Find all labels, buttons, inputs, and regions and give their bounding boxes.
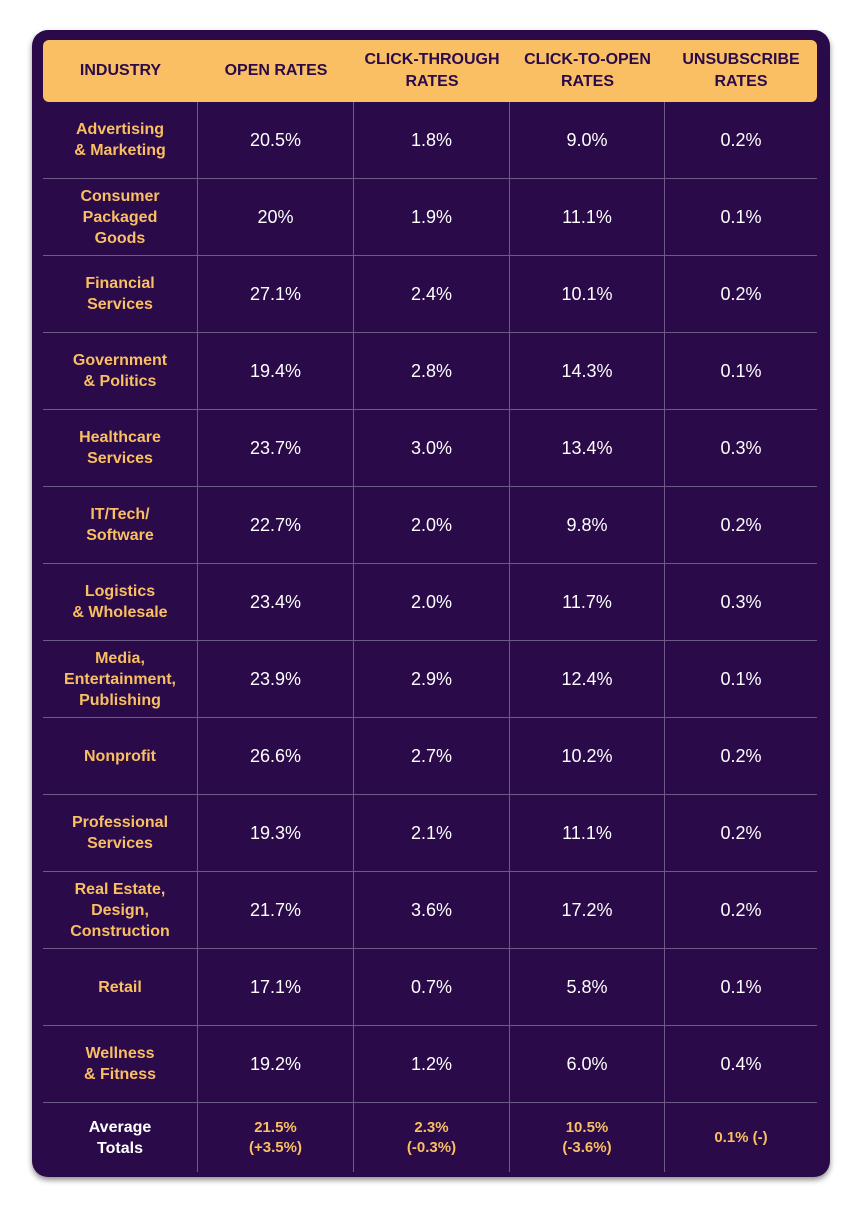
click-through-rate-cell: 2.0% xyxy=(354,487,510,563)
click-to-open-rate-cell: 13.4% xyxy=(510,410,665,486)
table-row: Financial Services 27.1% 2.4% 10.1% 0.2% xyxy=(43,256,817,333)
open-rate-cell: 26.6% xyxy=(198,718,354,794)
industry-cell: Financial Services xyxy=(43,256,198,332)
click-to-open-rate-cell: 10.2% xyxy=(510,718,665,794)
click-through-rate-cell: 2.8% xyxy=(354,333,510,409)
click-through-rate-cell: 2.1% xyxy=(354,795,510,871)
industry-cell: Retail xyxy=(43,949,198,1025)
industry-cell: Nonprofit xyxy=(43,718,198,794)
open-rate-cell: 20.5% xyxy=(198,102,354,178)
table-card xyxy=(32,30,830,1177)
industry-cell: IT/Tech/ Software xyxy=(43,487,198,563)
industry-cell: Government & Politics xyxy=(43,333,198,409)
header-industry: INDUSTRY xyxy=(79,62,162,79)
total-unsubscribe-rate-cell: 0.1% (-) xyxy=(714,1128,768,1146)
table-row: IT/Tech/ Software 22.7% 2.0% 9.8% 0.2% xyxy=(43,487,817,564)
click-to-open-rate-cell: 6.0% xyxy=(510,1026,665,1102)
click-through-rate-cell: 1.9% xyxy=(354,179,510,255)
click-through-rate-cell: 2.9% xyxy=(354,641,510,717)
unsubscribe-rate-cell: 0.2% xyxy=(720,822,762,843)
open-rate-cell: 23.4% xyxy=(198,564,354,640)
header-click-through-rates: CLICK-THROUGH RATES xyxy=(364,51,500,90)
table-row: Media, Entertainment, Publishing 23.9% 2.9… xyxy=(43,641,817,718)
unsubscribe-rate-cell: 0.3% xyxy=(720,437,762,458)
open-rate-cell: 27.1% xyxy=(198,256,354,332)
open-rate-cell: 19.2% xyxy=(198,1026,354,1102)
unsubscribe-rate-cell: 0.1% xyxy=(720,360,762,381)
unsubscribe-rate-cell: 0.2% xyxy=(720,129,762,150)
click-to-open-rate-cell: 9.8% xyxy=(510,487,665,563)
unsubscribe-rate-cell: 0.2% xyxy=(720,514,762,535)
totals-label: Average Totals xyxy=(43,1103,198,1172)
table-row: Retail 17.1% 0.7% 5.8% 0.1% xyxy=(43,949,817,1026)
industry-cell: Media, Entertainment, Publishing xyxy=(43,641,198,717)
unsubscribe-rate-cell: 0.2% xyxy=(720,283,762,304)
table-row: Professional Services 19.3% 2.1% 11.1% 0.2% xyxy=(43,795,817,872)
click-to-open-rate-cell: 14.3% xyxy=(510,333,665,409)
table-row: Wellness & Fitness 19.2% 1.2% 6.0% 0.4% xyxy=(43,1026,817,1103)
click-to-open-rate-cell: 9.0% xyxy=(510,102,665,178)
table-row: Nonprofit 26.6% 2.7% 10.2% 0.2% xyxy=(43,718,817,795)
click-through-rate-cell: 0.7% xyxy=(354,949,510,1025)
unsubscribe-rate-cell: 0.2% xyxy=(720,899,762,920)
click-to-open-rate-cell: 11.1% xyxy=(510,795,665,871)
open-rate-cell: 21.7% xyxy=(198,872,354,948)
click-to-open-rate-cell: 10.1% xyxy=(510,256,665,332)
industry-cell: Healthcare Services xyxy=(43,410,198,486)
table-row: Logistics & Wholesale 23.4% 2.0% 11.7% 0.3% xyxy=(43,564,817,641)
open-rate-cell: 22.7% xyxy=(198,487,354,563)
open-rate-cell: 23.9% xyxy=(198,641,354,717)
industry-cell: Real Estate, Design, Construction xyxy=(43,872,198,948)
click-to-open-rate-cell: 11.1% xyxy=(510,179,665,255)
click-to-open-rate-cell: 12.4% xyxy=(510,641,665,717)
table-header: INDUSTRY OPEN RATES CLICK-THROUGH RATES … xyxy=(43,40,817,102)
totals-row: Average Totals 21.5% (+3.5%) 2.3% (-0.3%) 1… xyxy=(43,1103,817,1172)
table-row: Consumer Packaged Goods 20% 1.9% 11.1% 0.1% xyxy=(43,179,817,256)
table-row: Government & Politics 19.4% 2.8% 14.3% 0.1% xyxy=(43,333,817,410)
industry-cell: Professional Services xyxy=(43,795,198,871)
click-through-rate-cell: 2.0% xyxy=(354,564,510,640)
industry-cell: Wellness & Fitness xyxy=(43,1026,198,1102)
unsubscribe-rate-cell: 0.1% xyxy=(720,206,762,227)
unsubscribe-rate-cell: 0.4% xyxy=(720,1053,762,1074)
table-body: Advertising & Marketing 20.5% 1.8% 9.0% 0.2%… xyxy=(43,102,817,1172)
header-open-rates: OPEN RATES xyxy=(224,62,328,79)
table-row: Advertising & Marketing 20.5% 1.8% 9.0% 0.2% xyxy=(43,102,817,179)
open-rate-cell: 17.1% xyxy=(198,949,354,1025)
open-rate-cell: 19.3% xyxy=(198,795,354,871)
click-through-rate-cell: 2.7% xyxy=(354,718,510,794)
total-click-to-open-rate-cell: 10.5% (-3.6%) xyxy=(510,1103,665,1172)
click-through-rate-cell: 1.2% xyxy=(354,1026,510,1102)
unsubscribe-rate-cell: 0.3% xyxy=(720,591,762,612)
total-open-rate-cell: 21.5% (+3.5%) xyxy=(198,1103,354,1172)
header-click-to-open-rates: CLICK-TO-OPEN RATES xyxy=(524,51,651,90)
unsubscribe-rate-cell: 0.1% xyxy=(720,976,762,997)
open-rate-cell: 23.7% xyxy=(198,410,354,486)
click-to-open-rate-cell: 11.7% xyxy=(510,564,665,640)
click-through-rate-cell: 2.4% xyxy=(354,256,510,332)
header-unsubscribe-rates: UNSUBSCRIBE RATES xyxy=(682,51,800,90)
table-row: Real Estate, Design, Construction 21.7% 3.… xyxy=(43,872,817,949)
industry-cell: Advertising & Marketing xyxy=(43,102,198,178)
industry-cell: Consumer Packaged Goods xyxy=(43,179,198,255)
click-through-rate-cell: 3.0% xyxy=(354,410,510,486)
total-click-through-rate-cell: 2.3% (-0.3%) xyxy=(354,1103,510,1172)
unsubscribe-rate-cell: 0.2% xyxy=(720,745,762,766)
click-to-open-rate-cell: 17.2% xyxy=(510,872,665,948)
unsubscribe-rate-cell: 0.1% xyxy=(720,668,762,689)
click-to-open-rate-cell: 5.8% xyxy=(510,949,665,1025)
industry-cell: Logistics & Wholesale xyxy=(43,564,198,640)
click-through-rate-cell: 1.8% xyxy=(354,102,510,178)
open-rate-cell: 20% xyxy=(198,179,354,255)
open-rate-cell: 19.4% xyxy=(198,333,354,409)
click-through-rate-cell: 3.6% xyxy=(354,872,510,948)
table-row: Healthcare Services 23.7% 3.0% 13.4% 0.3% xyxy=(43,410,817,487)
